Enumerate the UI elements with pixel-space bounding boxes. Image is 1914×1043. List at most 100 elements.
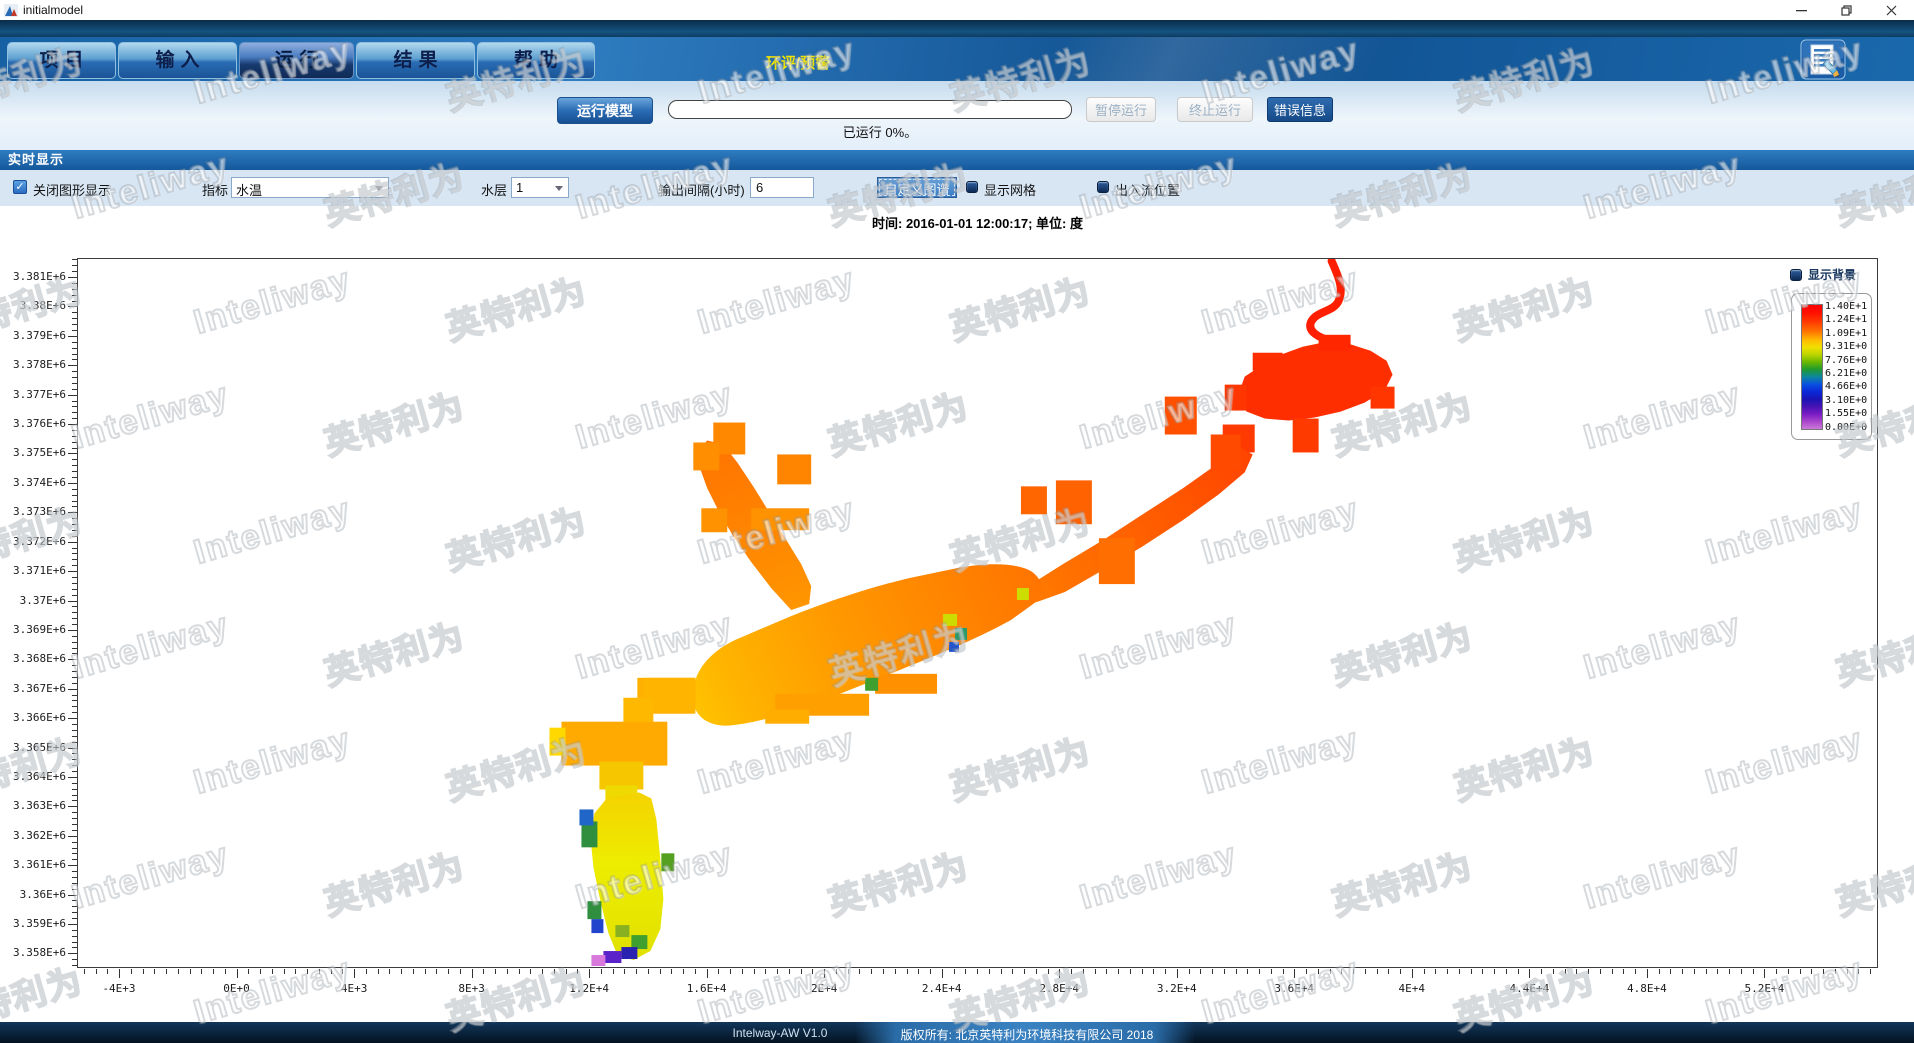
x-tick bbox=[295, 969, 297, 974]
y-tick-label: 3.38E+6 bbox=[19, 299, 66, 313]
y-tick bbox=[72, 759, 77, 761]
x-tick bbox=[166, 969, 167, 974]
y-tick bbox=[68, 424, 77, 425]
y-tick-label: 3.361E+6 bbox=[13, 858, 66, 872]
x-tick bbox=[671, 969, 673, 974]
indicator-select[interactable]: 水温 bbox=[231, 177, 389, 198]
progress-bar bbox=[668, 100, 1072, 119]
x-tick bbox=[1740, 969, 1742, 974]
x-tick bbox=[1176, 969, 1178, 978]
x-tick bbox=[189, 969, 191, 974]
show-background-checkbox[interactable] bbox=[1790, 268, 1802, 281]
y-tick bbox=[72, 741, 77, 743]
y-tick bbox=[72, 524, 77, 525]
x-tick bbox=[330, 969, 332, 974]
y-tick bbox=[72, 559, 77, 561]
x-tick bbox=[1035, 969, 1037, 974]
x-tick bbox=[1799, 969, 1801, 974]
run-model-button[interactable]: 运行模型 bbox=[557, 97, 653, 124]
plot-time-caption: 时间: 2016-01-01 12:00:17; 单位: 度 bbox=[872, 216, 1083, 231]
y-tick bbox=[72, 588, 77, 590]
x-tick bbox=[1165, 969, 1166, 974]
x-tick bbox=[1235, 969, 1237, 974]
y-tick bbox=[72, 282, 77, 284]
x-tick bbox=[459, 969, 461, 974]
x-tick bbox=[1529, 969, 1531, 978]
x-tick-label: 5.2E+4 bbox=[1744, 982, 1785, 995]
indicator-label: 指标 bbox=[202, 183, 229, 198]
custom-colormap-button[interactable]: 自定义图谱 bbox=[877, 177, 957, 198]
close-icon[interactable] bbox=[1869, 0, 1914, 20]
y-tick bbox=[72, 624, 77, 625]
nav-tab-5[interactable]: 帮助 bbox=[477, 42, 595, 79]
y-tick-label: 3.381E+6 bbox=[13, 270, 66, 283]
layer-select[interactable]: 1 bbox=[511, 177, 569, 198]
layer-value: 1 bbox=[516, 180, 524, 195]
y-tick bbox=[72, 371, 77, 373]
x-tick bbox=[283, 969, 285, 974]
x-tick bbox=[236, 969, 238, 978]
minimize-icon[interactable] bbox=[1779, 0, 1824, 20]
y-tick bbox=[72, 888, 77, 890]
x-tick bbox=[706, 969, 708, 978]
y-tick bbox=[72, 294, 77, 296]
y-tick bbox=[72, 435, 77, 437]
y-tick bbox=[72, 665, 77, 667]
x-tick bbox=[177, 969, 179, 974]
nav-tab-1[interactable]: 项目 bbox=[7, 42, 116, 79]
run-toolbar: 运行模型 已运行 0%。 暂停运行 终止运行 错误信息 bbox=[0, 81, 1914, 150]
restore-icon[interactable] bbox=[1824, 0, 1869, 20]
y-tick bbox=[72, 918, 77, 919]
colorbar-legend: 1.40E+1 1.24E+1 1.09E+1 9.31E+0 7.76E+0 6.21E… bbox=[1791, 293, 1872, 440]
x-tick bbox=[1776, 969, 1778, 974]
x-tick bbox=[483, 969, 485, 974]
x-tick bbox=[553, 969, 555, 974]
nav-tab-4[interactable]: 结果 bbox=[356, 42, 475, 79]
x-tick bbox=[542, 969, 544, 974]
y-tick bbox=[72, 324, 77, 325]
nav-tab-2[interactable]: 输入 bbox=[118, 42, 237, 79]
y-tick-label: 3.365E+6 bbox=[13, 740, 66, 754]
x-tick bbox=[1717, 969, 1719, 974]
inout-flow-checkbox[interactable] bbox=[1097, 181, 1109, 193]
y-tick-label: 3.367E+6 bbox=[13, 681, 66, 695]
y-tick-label: 3.36E+6 bbox=[19, 887, 66, 901]
y-tick bbox=[68, 512, 77, 514]
x-tick bbox=[119, 969, 120, 978]
y-tick-label: 3.358E+6 bbox=[13, 946, 66, 960]
x-tick bbox=[248, 969, 250, 974]
x-tick bbox=[130, 969, 132, 974]
x-tick bbox=[1599, 969, 1601, 974]
window-title: initialmodel bbox=[23, 3, 84, 17]
show-grid-checkbox[interactable] bbox=[966, 181, 978, 193]
y-tick bbox=[72, 735, 77, 737]
y-tick bbox=[72, 794, 77, 796]
y-tick bbox=[72, 765, 77, 767]
y-tick bbox=[72, 359, 77, 361]
y-tick bbox=[72, 682, 77, 684]
y-tick bbox=[72, 459, 77, 461]
error-info-button[interactable]: 错误信息 bbox=[1267, 97, 1333, 122]
nav-tab-3[interactable]: 运行 bbox=[239, 42, 354, 79]
y-tick-label: 3.376E+6 bbox=[13, 417, 66, 430]
y-tick bbox=[68, 865, 77, 867]
x-tick bbox=[1329, 969, 1331, 974]
x-tick bbox=[107, 969, 109, 974]
statusbar-panel bbox=[855, 1022, 1195, 1043]
document-edit-icon[interactable] bbox=[1800, 39, 1846, 83]
interval-input[interactable] bbox=[750, 177, 814, 198]
indicator-value: 水温 bbox=[236, 183, 263, 198]
y-tick bbox=[72, 494, 77, 496]
y-tick bbox=[72, 535, 77, 537]
close-graphics-checkbox[interactable]: ✓ bbox=[13, 180, 27, 194]
x-tick bbox=[201, 969, 203, 974]
tab-env-warning[interactable]: 环评/预警 bbox=[766, 55, 831, 72]
x-tick bbox=[1247, 969, 1249, 974]
x-tick bbox=[1082, 969, 1084, 974]
chevron-down-icon bbox=[555, 186, 563, 191]
x-tick bbox=[1282, 969, 1284, 974]
x-tick bbox=[624, 969, 626, 974]
x-tick bbox=[659, 969, 661, 974]
y-tick bbox=[68, 306, 77, 308]
x-tick bbox=[589, 969, 591, 978]
